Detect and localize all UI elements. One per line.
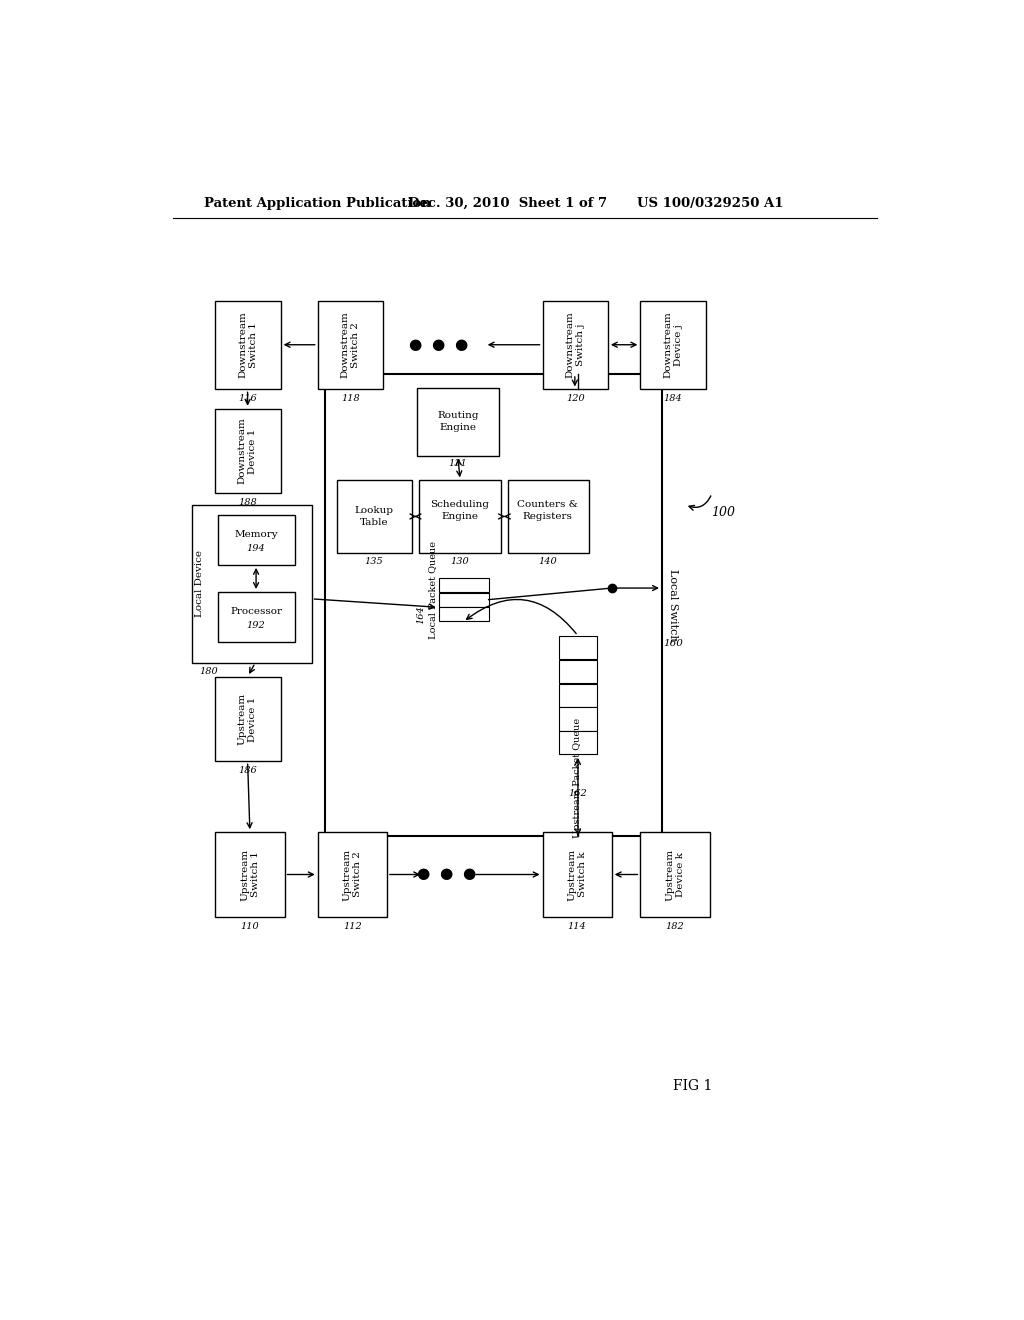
Text: ●  ●  ●: ● ● ●	[409, 338, 468, 351]
Bar	[215, 677, 281, 762]
Text: 110: 110	[241, 921, 259, 931]
Text: Counters &: Counters &	[517, 500, 579, 508]
Text: Processor: Processor	[230, 607, 282, 616]
Text: FIG 1: FIG 1	[673, 1080, 713, 1093]
Bar	[193, 504, 311, 663]
Text: 186: 186	[239, 766, 257, 775]
Text: Local Switch: Local Switch	[669, 569, 679, 642]
Text: Scheduling: Scheduling	[431, 500, 489, 508]
Text: 116: 116	[239, 395, 257, 403]
Text: Registers: Registers	[523, 512, 572, 521]
Text: 188: 188	[239, 498, 257, 507]
Bar	[438, 593, 488, 607]
Text: 100: 100	[712, 506, 735, 519]
Text: Upstream
Switch k: Upstream Switch k	[567, 849, 587, 900]
Text: 182: 182	[666, 921, 684, 931]
Bar	[438, 607, 488, 622]
Text: Upstream Packet Queue: Upstream Packet Queue	[573, 718, 583, 838]
Text: 192: 192	[247, 622, 265, 630]
Text: Local Device: Local Device	[196, 550, 205, 616]
Bar	[508, 480, 589, 553]
Text: Table: Table	[359, 519, 388, 527]
Text: Downstream
Switch 2: Downstream Switch 2	[341, 312, 360, 379]
Bar	[438, 578, 488, 591]
Text: Dec. 30, 2010  Sheet 1 of 7: Dec. 30, 2010 Sheet 1 of 7	[408, 197, 607, 210]
Bar	[543, 832, 611, 917]
Text: US 100/0329250 A1: US 100/0329250 A1	[637, 197, 783, 210]
Text: Upstream
Device 1: Upstream Device 1	[238, 693, 257, 744]
Text: 135: 135	[365, 557, 383, 565]
Bar	[317, 832, 387, 917]
Bar	[217, 515, 295, 565]
Bar	[640, 301, 706, 389]
Text: 140: 140	[539, 557, 557, 565]
Bar	[559, 708, 597, 730]
Text: Upstream
Switch 1: Upstream Switch 1	[241, 849, 260, 900]
Text: 160: 160	[664, 639, 683, 648]
Text: 164: 164	[417, 605, 425, 623]
Text: Engine: Engine	[439, 424, 476, 433]
Text: Engine: Engine	[441, 512, 478, 521]
Text: 130: 130	[451, 557, 469, 565]
Text: 120: 120	[566, 395, 585, 403]
Bar	[337, 480, 412, 553]
Text: 184: 184	[664, 395, 682, 403]
Text: Downstream
Switch 1: Downstream Switch 1	[239, 312, 258, 379]
Bar	[543, 301, 608, 389]
Text: Upstream
Device k: Upstream Device k	[666, 849, 685, 900]
Text: 180: 180	[200, 668, 218, 676]
Bar	[215, 409, 281, 494]
Text: ●  ●  ●: ● ● ●	[417, 867, 476, 882]
Text: Routing: Routing	[437, 411, 478, 420]
Bar	[317, 301, 383, 389]
Bar	[419, 480, 501, 553]
Bar	[640, 832, 710, 917]
Text: Patent Application Publication: Patent Application Publication	[204, 197, 430, 210]
Text: Downstream
Switch j: Downstream Switch j	[565, 312, 585, 379]
Text: 118: 118	[341, 395, 359, 403]
Text: Downstream
Device 1: Downstream Device 1	[238, 417, 257, 484]
Bar	[325, 374, 662, 836]
Bar	[215, 832, 285, 917]
Text: Local Packet Queue: Local Packet Queue	[428, 541, 437, 639]
Bar	[217, 591, 295, 642]
Text: 114: 114	[567, 921, 587, 931]
Bar	[559, 636, 597, 659]
Text: 131: 131	[449, 459, 467, 467]
Text: 194: 194	[247, 544, 265, 553]
Text: 162: 162	[568, 789, 588, 799]
Bar	[215, 301, 281, 389]
Bar	[417, 388, 499, 455]
Bar	[559, 660, 597, 682]
Bar	[559, 684, 597, 706]
Text: Memory: Memory	[234, 531, 278, 540]
Text: Upstream
Switch 2: Upstream Switch 2	[343, 849, 362, 900]
Text: Lookup: Lookup	[354, 506, 393, 515]
Text: Downstream
Device j: Downstream Device j	[664, 312, 683, 379]
Text: 112: 112	[343, 921, 361, 931]
Bar	[559, 731, 597, 755]
